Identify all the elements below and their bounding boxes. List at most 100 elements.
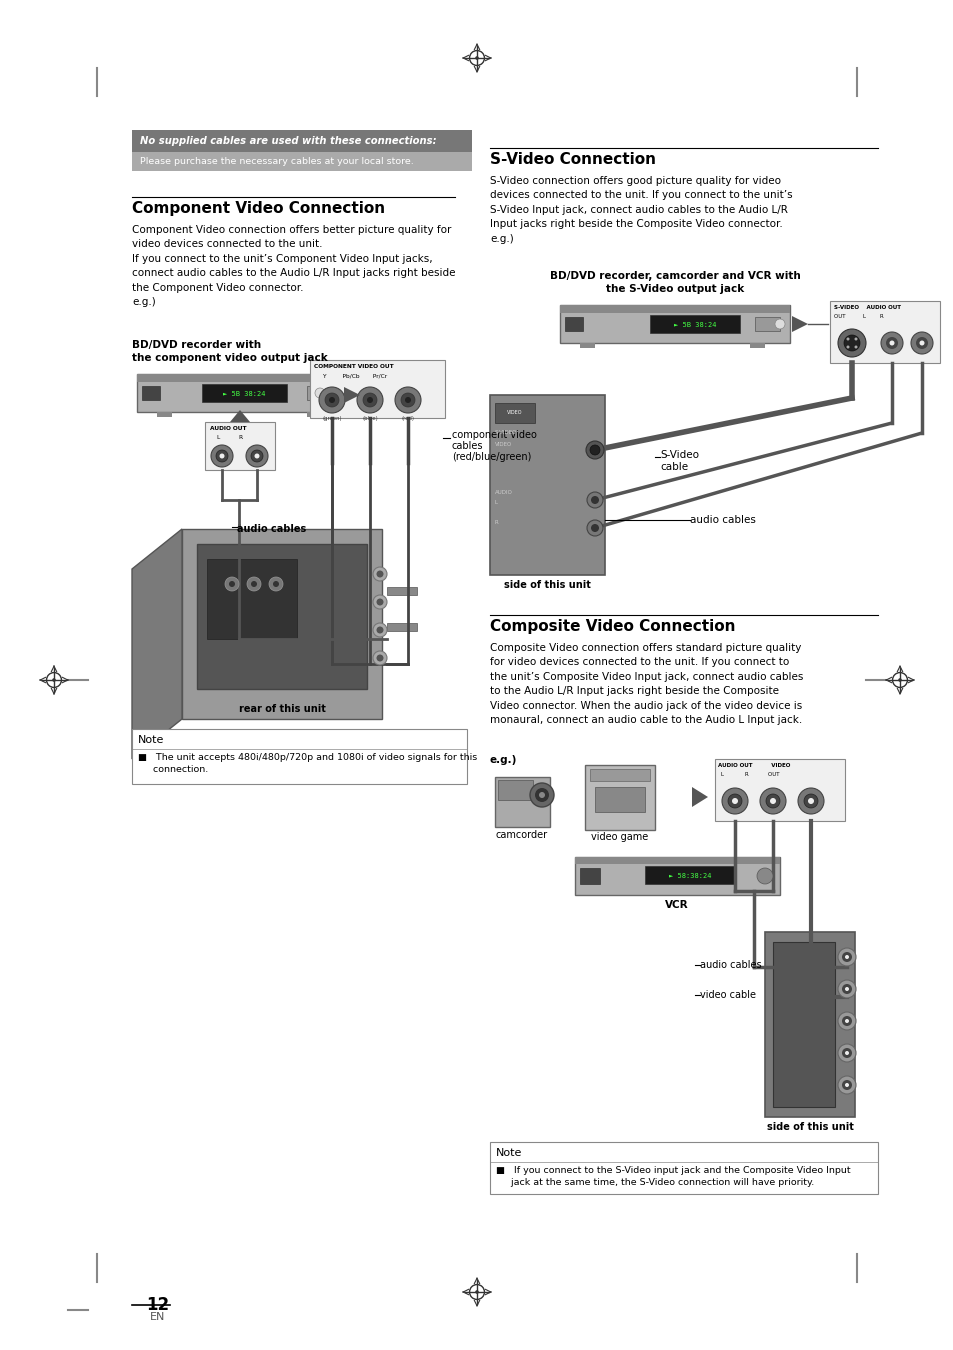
- Bar: [584, 765, 655, 830]
- Polygon shape: [230, 410, 250, 423]
- Bar: [132, 729, 467, 784]
- Bar: [142, 386, 160, 400]
- Text: Composite Video connection offers standard picture quality
for video devices con: Composite Video connection offers standa…: [490, 643, 802, 725]
- Circle shape: [219, 454, 224, 459]
- Circle shape: [854, 338, 857, 340]
- Bar: [202, 383, 287, 402]
- Bar: [764, 931, 854, 1116]
- Circle shape: [251, 580, 256, 587]
- Circle shape: [405, 397, 411, 404]
- Text: Y         Pb/Cb       Pr/Cr: Y Pb/Cb Pr/Cr: [322, 373, 387, 378]
- Circle shape: [727, 794, 741, 809]
- Circle shape: [229, 580, 234, 587]
- Text: S-Video: S-Video: [659, 450, 699, 460]
- Bar: [649, 315, 740, 333]
- Text: S-Video Connection: S-Video Connection: [490, 153, 656, 167]
- Circle shape: [844, 1083, 848, 1087]
- Circle shape: [731, 798, 738, 805]
- Circle shape: [376, 626, 383, 633]
- Circle shape: [590, 524, 598, 532]
- Text: the S-Video output jack: the S-Video output jack: [605, 284, 743, 294]
- Text: R: R: [495, 520, 498, 525]
- Text: audio cables: audio cables: [689, 514, 755, 525]
- Circle shape: [841, 1017, 851, 1026]
- Text: EN: EN: [151, 1312, 166, 1322]
- Text: camcorder: camcorder: [496, 830, 547, 840]
- Polygon shape: [344, 387, 359, 404]
- Circle shape: [400, 393, 415, 406]
- Bar: [495, 778, 550, 828]
- Circle shape: [841, 984, 851, 994]
- Text: rear of this unit: rear of this unit: [238, 703, 325, 714]
- Text: component video: component video: [452, 431, 537, 440]
- Text: COMPONENT VIDEO OUT: COMPONENT VIDEO OUT: [314, 364, 394, 369]
- Circle shape: [844, 1019, 848, 1023]
- Circle shape: [843, 335, 859, 351]
- Bar: [495, 404, 535, 423]
- Circle shape: [325, 393, 338, 406]
- Text: BD/DVD recorder with: BD/DVD recorder with: [132, 340, 261, 350]
- Bar: [387, 587, 416, 595]
- Text: video game: video game: [591, 832, 648, 842]
- Text: ► 5B 38:24: ► 5B 38:24: [673, 323, 716, 328]
- Circle shape: [845, 338, 848, 340]
- Circle shape: [225, 576, 239, 591]
- Circle shape: [211, 446, 233, 467]
- Circle shape: [586, 491, 602, 508]
- Circle shape: [373, 567, 387, 580]
- Bar: [754, 317, 780, 331]
- Bar: [497, 780, 533, 801]
- Circle shape: [373, 595, 387, 609]
- Circle shape: [844, 987, 848, 991]
- Text: Note: Note: [496, 1148, 522, 1158]
- Bar: [307, 386, 332, 400]
- Circle shape: [888, 340, 894, 346]
- Bar: [559, 305, 789, 313]
- Circle shape: [919, 340, 923, 346]
- Circle shape: [585, 441, 603, 459]
- Circle shape: [885, 338, 897, 350]
- Bar: [310, 360, 444, 418]
- Text: connection.: connection.: [138, 765, 208, 774]
- Text: L            R           OUT: L R OUT: [720, 772, 779, 778]
- Circle shape: [376, 571, 383, 578]
- Circle shape: [475, 1291, 478, 1293]
- Circle shape: [363, 393, 376, 406]
- Bar: [575, 857, 780, 864]
- Text: ► 58:38:24: ► 58:38:24: [668, 873, 711, 879]
- Circle shape: [841, 1080, 851, 1089]
- Circle shape: [910, 332, 932, 354]
- Circle shape: [247, 576, 261, 591]
- Bar: [579, 343, 595, 348]
- Text: VCR: VCR: [664, 900, 688, 910]
- Circle shape: [356, 387, 382, 413]
- Circle shape: [329, 397, 335, 404]
- Text: OUT          L        R: OUT L R: [833, 315, 882, 319]
- Text: Composite Video Connection: Composite Video Connection: [490, 620, 735, 634]
- Text: BD/DVD recorder, camcorder and VCR with: BD/DVD recorder, camcorder and VCR with: [549, 271, 800, 281]
- Circle shape: [845, 346, 848, 348]
- Circle shape: [915, 338, 927, 350]
- Text: the component video output jack: the component video output jack: [132, 352, 328, 363]
- Text: S-VIDEO: S-VIDEO: [495, 431, 517, 435]
- Text: ■   If you connect to the S-Video input jack and the Composite Video Input: ■ If you connect to the S-Video input ja…: [496, 1166, 850, 1174]
- Circle shape: [395, 387, 420, 413]
- Circle shape: [246, 446, 268, 467]
- Text: L          R: L R: [216, 435, 243, 440]
- Bar: [772, 942, 834, 1107]
- Circle shape: [844, 1052, 848, 1054]
- Circle shape: [837, 1012, 855, 1030]
- Bar: [579, 868, 599, 884]
- Bar: [564, 317, 582, 331]
- Text: side of this unit: side of this unit: [766, 1122, 853, 1133]
- Circle shape: [844, 954, 848, 958]
- Circle shape: [373, 622, 387, 637]
- Bar: [829, 301, 939, 363]
- Polygon shape: [132, 529, 182, 759]
- Bar: [182, 529, 381, 720]
- Bar: [132, 153, 472, 171]
- Text: AUDIO OUT          VIDEO: AUDIO OUT VIDEO: [718, 763, 789, 768]
- Text: ■   The unit accepts 480i/480p/720p and 1080i of video signals for this: ■ The unit accepts 480i/480p/720p and 10…: [138, 753, 476, 761]
- Text: (red/blue/green): (red/blue/green): [452, 452, 531, 462]
- Text: audio cables: audio cables: [700, 960, 760, 971]
